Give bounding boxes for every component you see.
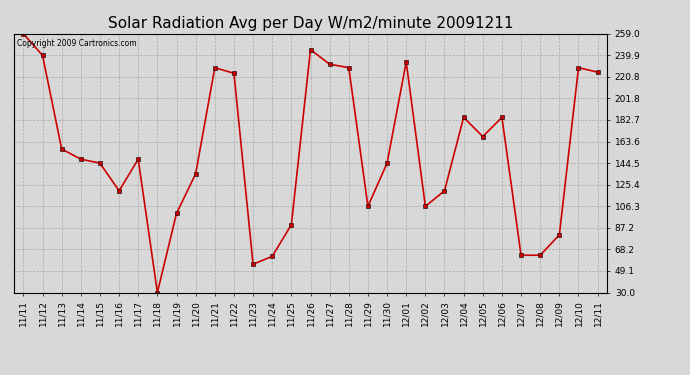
Text: Copyright 2009 Cartronics.com: Copyright 2009 Cartronics.com xyxy=(17,39,137,48)
Title: Solar Radiation Avg per Day W/m2/minute 20091211: Solar Radiation Avg per Day W/m2/minute … xyxy=(108,16,513,31)
